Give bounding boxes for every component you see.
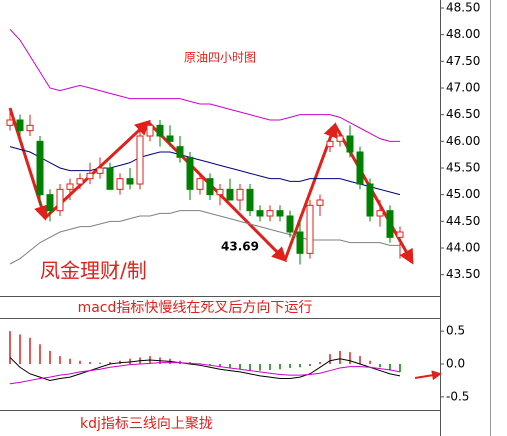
candle-body (206, 178, 214, 196)
candle-body (276, 210, 284, 217)
y-tick-label: 48.50 (446, 1, 480, 15)
y-tick-label: 48.00 (446, 27, 480, 41)
y-tick-label: 46.50 (446, 107, 480, 121)
candle-body (176, 146, 184, 158)
candle-body (96, 167, 104, 174)
candle-body (346, 135, 354, 153)
candle-body (336, 135, 344, 142)
candle-body (376, 210, 384, 217)
candle-body (246, 188, 254, 212)
candle-body (36, 140, 44, 196)
candle-body (396, 231, 404, 238)
y-tick-label: 0.0 (446, 357, 465, 371)
indicator-line (9, 146, 401, 196)
candle-body (136, 135, 144, 185)
y-tick-label: 45.00 (446, 187, 480, 201)
candle-body (76, 178, 84, 185)
macd-note: macd指标快慢线在死叉后方向下运行 (78, 299, 313, 316)
y-tick-label: 46.00 (446, 134, 480, 148)
kdj-note: kdj指标三线向上聚拢 (80, 416, 213, 432)
y-tick-label: 44.50 (446, 214, 480, 228)
candle-body (106, 167, 114, 190)
candle-body (216, 188, 224, 196)
candle-body (326, 140, 334, 148)
candle-body (156, 124, 164, 137)
candle-body (86, 172, 94, 180)
candle-body (356, 151, 364, 185)
candle-body (166, 135, 174, 142)
y-tick-label: 45.50 (446, 161, 480, 175)
low-label: 43.69 (221, 240, 259, 254)
candle-body (16, 119, 24, 132)
indicator-line (9, 28, 400, 142)
y-tick-label: 44.00 (446, 241, 480, 255)
candle-body (56, 188, 64, 212)
candle-body (386, 210, 394, 238)
candle-body (306, 204, 314, 254)
frame (0, 0, 491, 436)
candle-body (316, 199, 324, 206)
candle-body (126, 178, 134, 185)
y-tick-label: 47.00 (446, 81, 480, 95)
y-tick-label: 47.50 (446, 54, 480, 68)
candle-body (366, 183, 374, 217)
candle-body (236, 188, 244, 201)
candle-body (116, 178, 124, 190)
indicator-line (9, 362, 401, 385)
candle-body (196, 178, 204, 190)
candle-body (226, 188, 234, 201)
candle-body (266, 210, 274, 217)
candle-body (296, 231, 304, 254)
candle-body (6, 119, 14, 126)
candle-body (46, 194, 54, 212)
candle-body (26, 124, 34, 132)
candle-body (66, 183, 74, 190)
candle-body (186, 156, 194, 190)
indicator-line (9, 210, 400, 265)
indicator-line (9, 357, 401, 381)
chart-title: 原油四小时图 (184, 51, 256, 65)
y-tick-label: 43.50 (446, 267, 480, 281)
candle-body (286, 215, 294, 233)
y-tick-label: -0.5 (446, 389, 469, 403)
y-tick-label: 0.5 (446, 324, 465, 338)
candle-body (256, 210, 264, 217)
watermark: 凤金理财/制 (40, 259, 147, 283)
candle-body (146, 124, 154, 137)
